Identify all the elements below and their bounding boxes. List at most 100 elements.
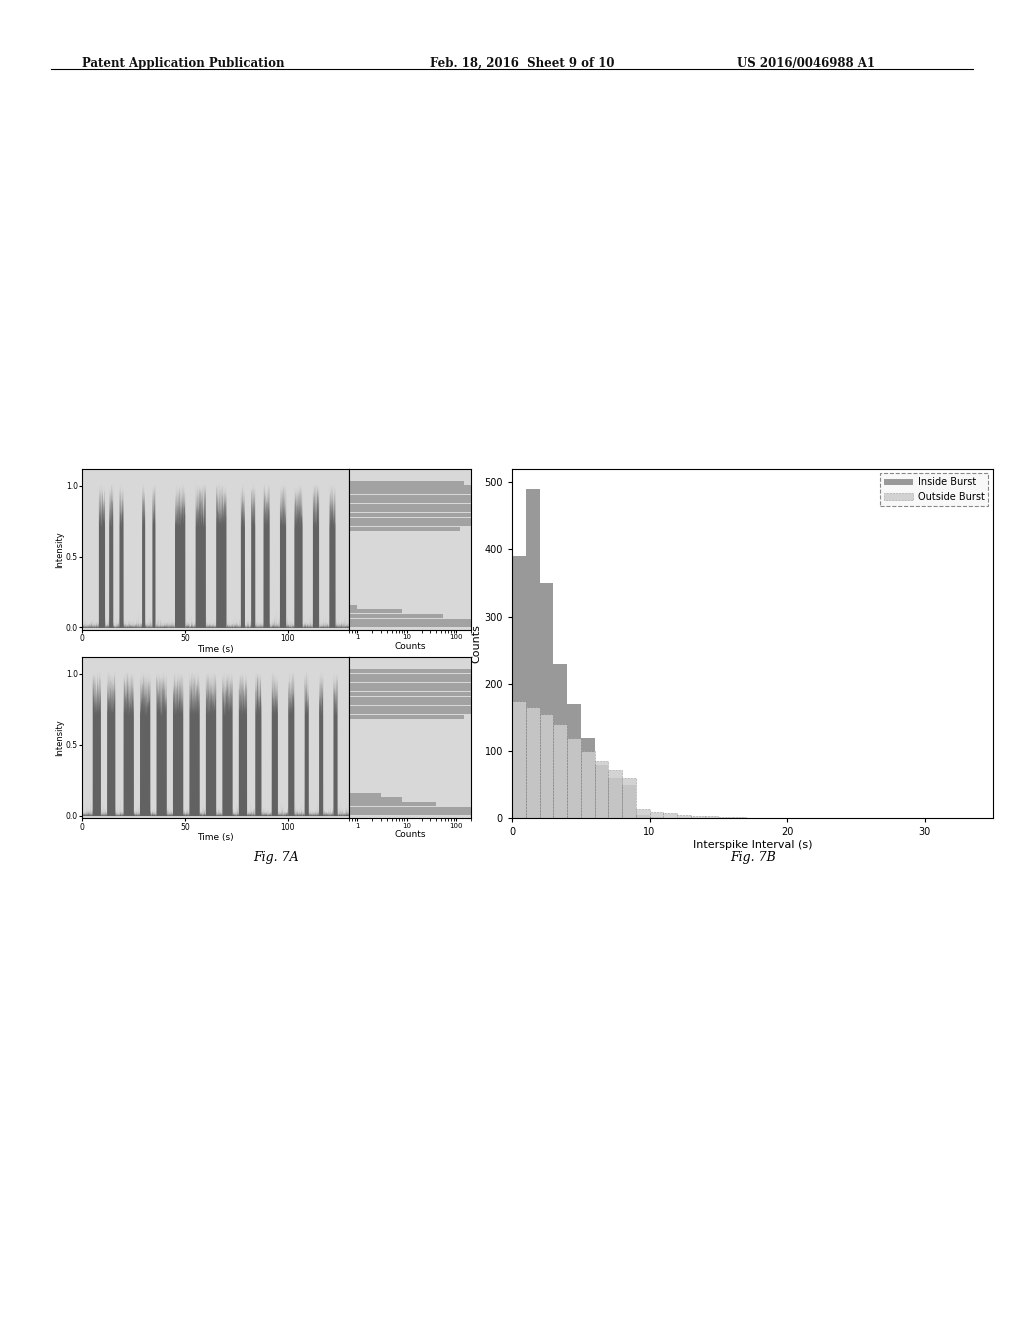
Bar — [0, 747, 342, 751]
Bar — [595, 762, 608, 818]
Bar — [0, 812, 534, 816]
Text: US 2016/0046988 A1: US 2016/0046988 A1 — [737, 57, 876, 70]
Bar — [0, 499, 479, 503]
Bar — [0, 678, 484, 682]
Bar — [567, 704, 581, 818]
Bar — [0, 577, 342, 581]
Bar — [622, 777, 636, 818]
Bar — [649, 817, 664, 818]
Bar — [0, 775, 342, 779]
Y-axis label: Intensity: Intensity — [55, 531, 65, 568]
Bar — [0, 536, 342, 540]
Bar — [0, 477, 342, 480]
Bar — [608, 777, 622, 818]
Bar — [649, 812, 664, 818]
Bar — [608, 770, 622, 818]
Bar — [0, 623, 539, 627]
Bar — [0, 610, 401, 614]
Bar — [540, 714, 553, 818]
Bar — [595, 764, 608, 818]
Bar — [0, 545, 342, 549]
Bar — [0, 660, 342, 664]
Bar — [553, 664, 567, 818]
Bar — [0, 601, 342, 605]
Bar — [525, 488, 540, 818]
Bar — [0, 738, 342, 742]
Bar — [0, 701, 484, 705]
Bar — [0, 573, 342, 577]
Bar — [525, 708, 540, 818]
Bar — [0, 527, 460, 531]
Bar — [0, 797, 401, 801]
Bar — [0, 495, 477, 499]
Bar — [0, 692, 486, 696]
Bar — [0, 770, 342, 774]
Bar — [0, 595, 342, 599]
Bar — [0, 619, 490, 623]
Bar — [0, 766, 342, 770]
Bar — [0, 669, 471, 673]
Bar — [0, 673, 485, 677]
Bar — [0, 517, 478, 521]
Bar — [636, 816, 649, 818]
Bar — [0, 756, 342, 760]
Legend: Inside Burst, Outside Burst: Inside Burst, Outside Burst — [880, 474, 988, 506]
Bar — [0, 614, 443, 618]
Bar — [0, 504, 479, 508]
Bar — [622, 785, 636, 818]
Bar — [0, 688, 486, 692]
Bar — [512, 557, 525, 818]
X-axis label: Time (s): Time (s) — [198, 645, 234, 653]
Bar — [0, 523, 477, 527]
Bar — [718, 817, 732, 818]
Bar — [0, 742, 342, 746]
Bar — [0, 664, 342, 668]
Bar — [0, 715, 464, 719]
Bar — [0, 760, 342, 764]
X-axis label: Counts: Counts — [394, 830, 426, 840]
Bar — [0, 586, 342, 590]
Y-axis label: Counts: Counts — [472, 624, 481, 663]
Bar — [0, 558, 342, 562]
X-axis label: Time (s): Time (s) — [198, 833, 234, 842]
Bar — [0, 803, 436, 807]
Bar — [0, 508, 477, 512]
Bar — [0, 779, 342, 783]
Bar — [664, 813, 677, 818]
Text: Patent Application Publication: Patent Application Publication — [82, 57, 285, 70]
Bar — [0, 549, 342, 554]
Bar — [0, 710, 486, 714]
Bar — [0, 793, 381, 797]
Text: Fig. 7B: Fig. 7B — [730, 851, 775, 865]
Bar — [0, 706, 483, 710]
Bar — [677, 814, 691, 818]
Bar — [0, 564, 342, 568]
Bar — [581, 751, 595, 818]
Bar — [0, 568, 342, 572]
Bar — [636, 809, 649, 818]
Bar — [705, 816, 718, 818]
Bar — [0, 480, 464, 484]
Bar — [0, 682, 484, 686]
Bar — [0, 541, 342, 545]
Bar — [567, 738, 581, 818]
Bar — [0, 471, 342, 475]
Bar — [0, 591, 342, 595]
Bar — [512, 701, 525, 818]
Bar — [581, 738, 595, 818]
X-axis label: Interspike Interval (s): Interspike Interval (s) — [693, 841, 812, 850]
Bar — [0, 513, 476, 517]
Bar — [0, 605, 357, 609]
Bar — [0, 532, 342, 536]
Bar — [0, 729, 342, 733]
Bar — [0, 751, 342, 755]
Bar — [553, 725, 567, 818]
Text: Fig. 7A: Fig. 7A — [254, 851, 299, 865]
Bar — [0, 784, 342, 788]
Bar — [0, 719, 342, 723]
X-axis label: Counts: Counts — [394, 642, 426, 651]
Bar — [0, 725, 342, 729]
Y-axis label: Intensity: Intensity — [55, 719, 65, 756]
Bar — [0, 490, 480, 494]
Bar — [691, 816, 705, 818]
